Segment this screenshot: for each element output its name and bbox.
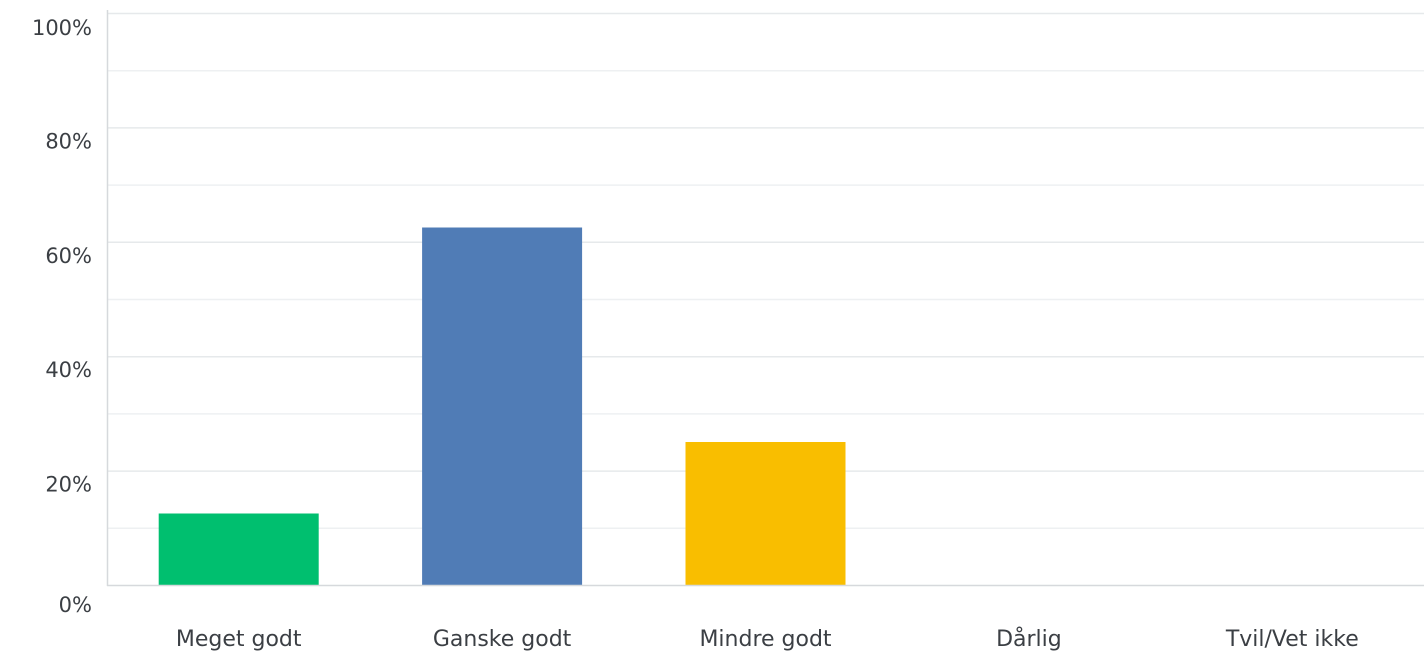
y-tick-label-20: 20% <box>45 473 92 497</box>
bar-mindre-godt[interactable] <box>685 442 846 585</box>
y-tick-labels: 0% 20% 40% 60% 80% 100% <box>32 16 92 617</box>
x-label-5: Tvil/Vet ikke <box>1225 627 1359 652</box>
x-label-1: Meget godt <box>176 627 302 652</box>
bar-ganske-godt[interactable] <box>422 227 583 586</box>
x-label-3: Mindre godt <box>699 627 831 652</box>
y-tick-label-100: 100% <box>32 16 92 40</box>
bar-layer <box>158 227 846 586</box>
bar-meget-godt[interactable] <box>158 513 319 586</box>
y-tick-label-0: 0% <box>59 593 92 617</box>
y-tick-label-80: 80% <box>45 129 92 153</box>
y-tick-label-40: 40% <box>45 358 92 382</box>
x-category-labels: Meget godt Ganske godt Mindre godt Dårlig Tv… <box>176 626 1359 652</box>
y-tick-label-60: 60% <box>45 244 92 268</box>
x-label-4: Dårlig <box>996 626 1062 652</box>
x-label-2: Ganske godt <box>433 627 572 652</box>
axis-layer <box>106 10 1424 587</box>
